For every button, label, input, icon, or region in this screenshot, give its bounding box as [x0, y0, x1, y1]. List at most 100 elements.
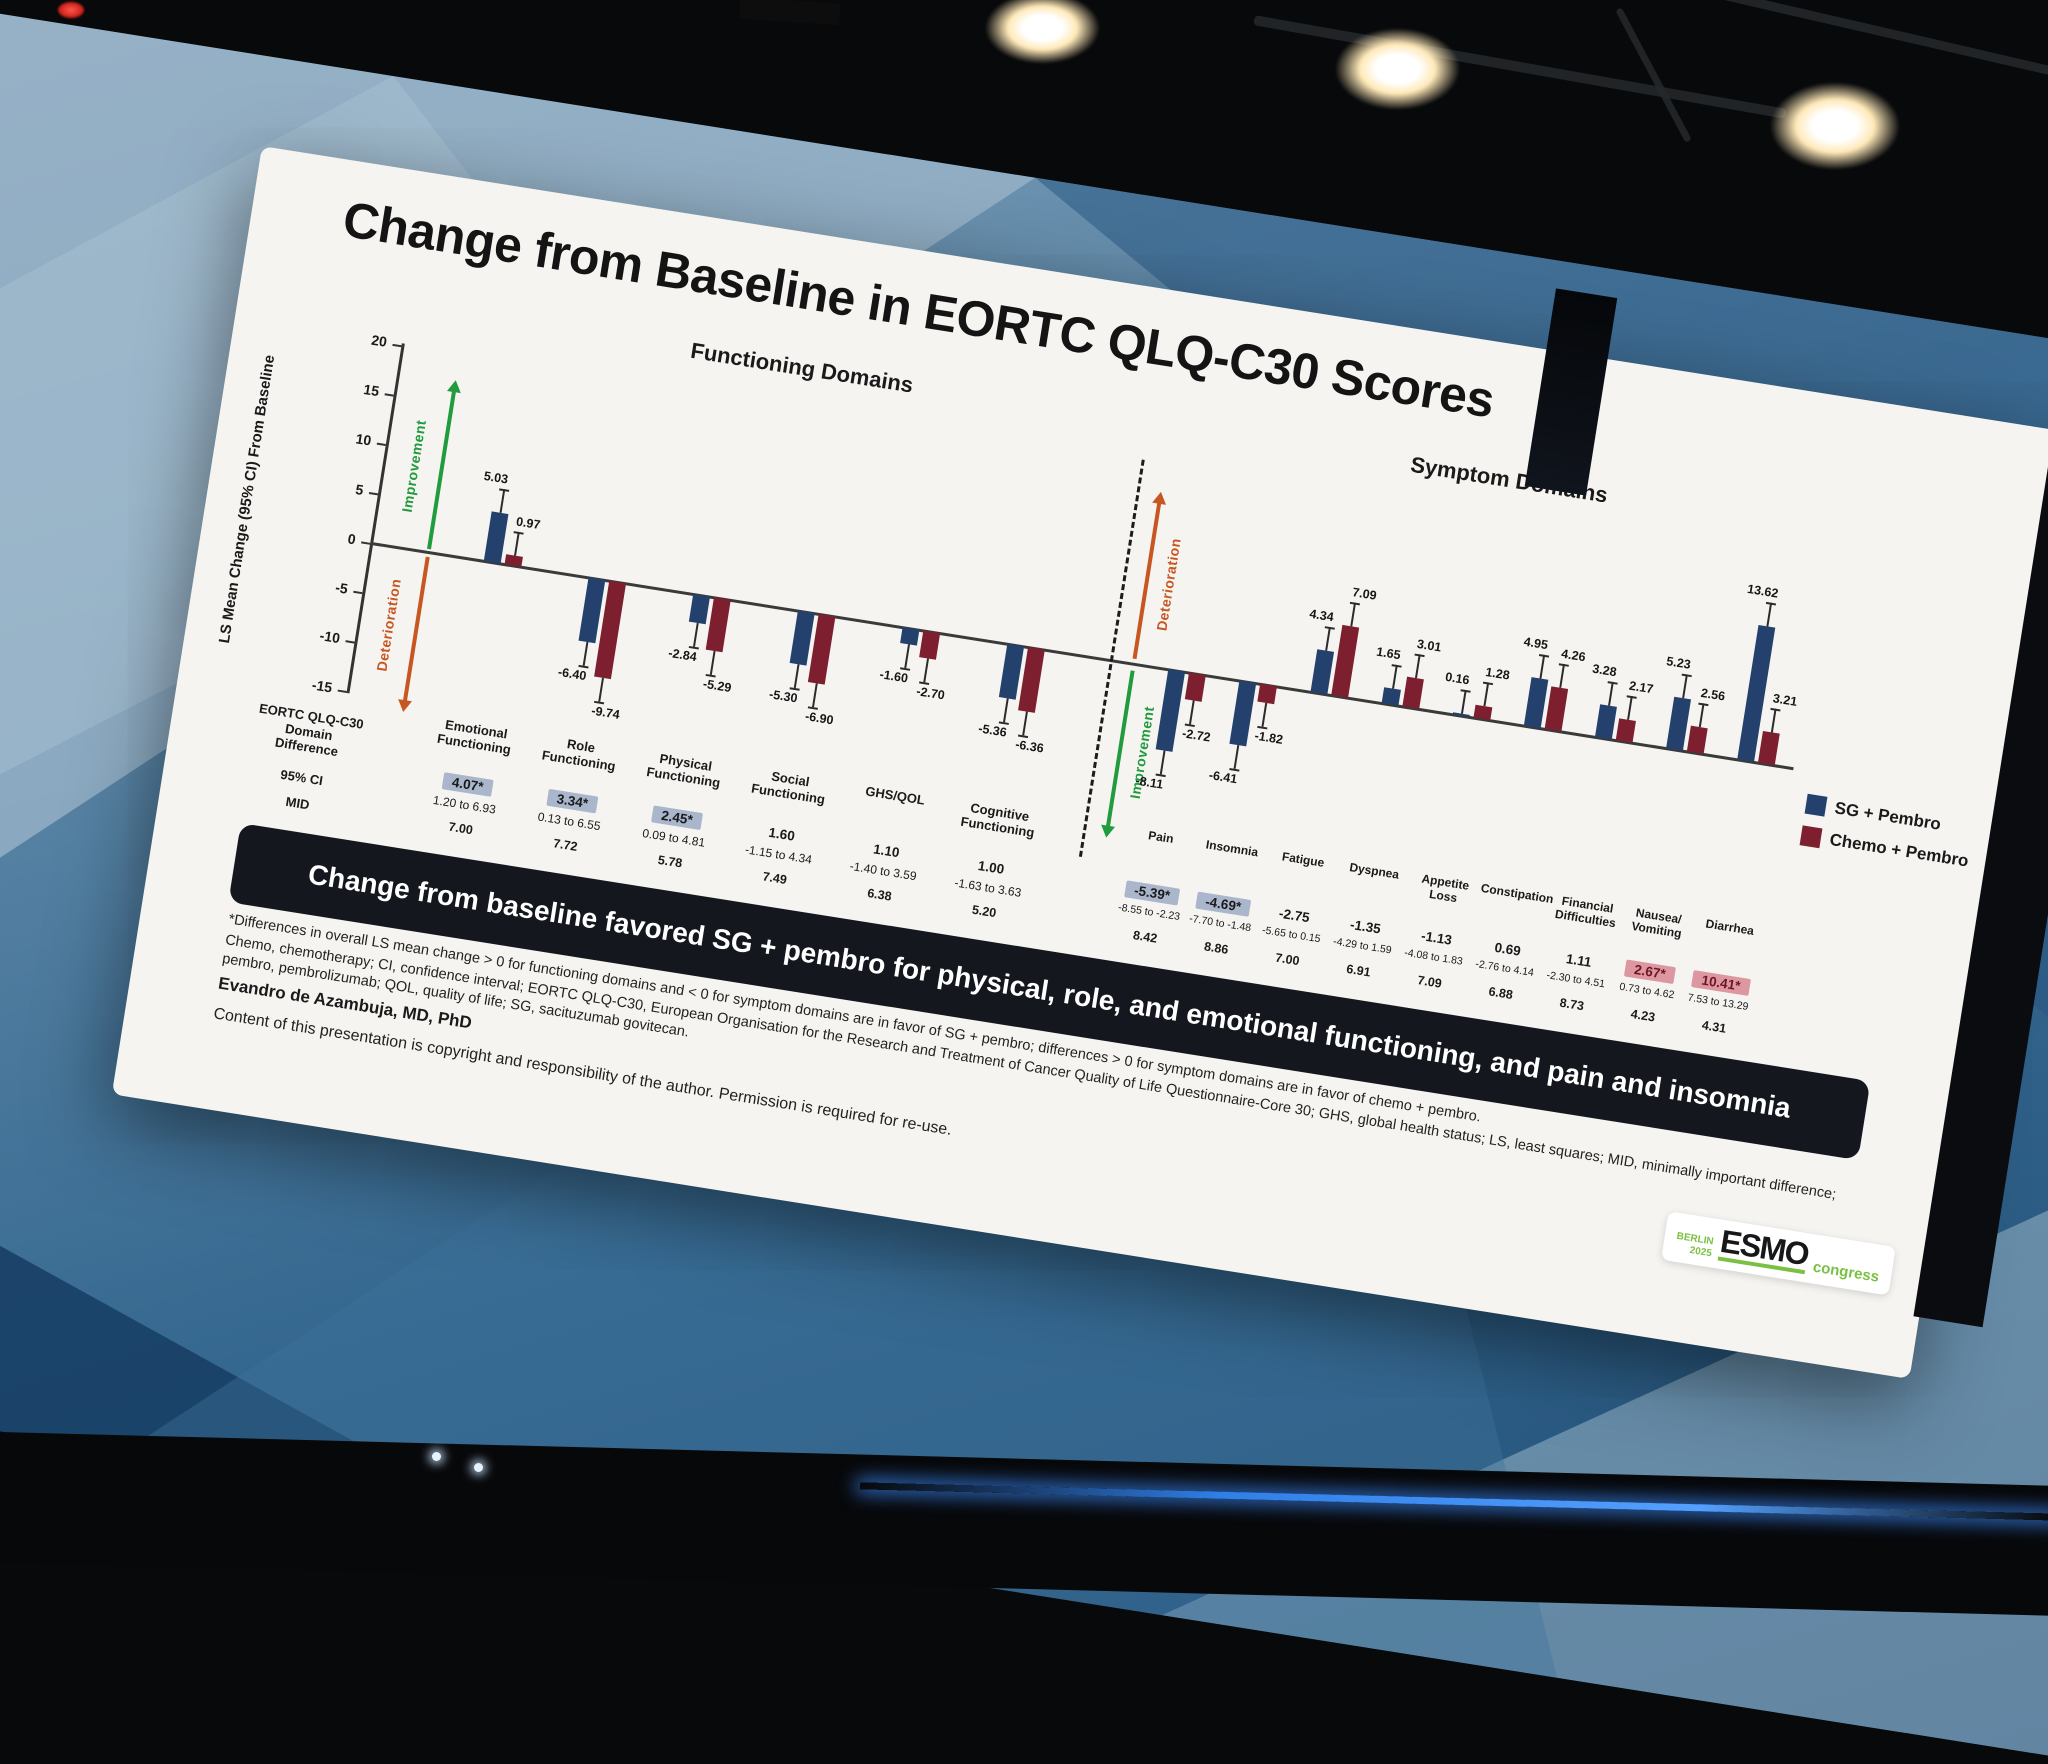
ci-whisker: [1460, 690, 1467, 715]
ci-whisker: [1698, 703, 1705, 728]
legend-label: SG + Pembro: [1833, 798, 1943, 834]
difference-value: 0.69: [1493, 939, 1522, 959]
y-tick-mark: [368, 492, 379, 496]
domain-column: Emotional Functioning 4.07* 1.20 to 6.93 7.…: [406, 711, 531, 854]
stage-light: [985, 0, 1100, 64]
bar-sg-pembro: [900, 627, 920, 646]
y-tick-mark: [392, 343, 402, 348]
legend: SG + Pembro Chemo + Pembro: [1799, 793, 1975, 872]
bar-sg-pembro: [1523, 676, 1549, 729]
bar-chemo-pembro: [1331, 624, 1360, 698]
bar-chemo-pembro: [919, 630, 941, 660]
esmo-congress-logo: BERLIN 2025 ESMO congress: [1660, 1211, 1896, 1296]
bar-value-label: 4.34: [1308, 606, 1335, 624]
ci-whisker: [1261, 702, 1268, 728]
difference-value: 1.11: [1565, 950, 1593, 970]
floor-light: [474, 1463, 483, 1472]
y-tick-label: 15: [362, 380, 381, 400]
ci-whisker: [904, 644, 910, 669]
ci-whisker: [514, 532, 520, 557]
y-tick-label: -15: [310, 676, 334, 696]
bar-value-label: -6.36: [1014, 736, 1045, 756]
indicator-light: [58, 2, 84, 18]
ci-whisker: [1159, 750, 1166, 775]
bar-value-label: -8.11: [1134, 773, 1165, 792]
ci-whisker: [1392, 664, 1398, 689]
bar-chemo-pembro: [705, 597, 731, 653]
bar-chemo-pembro: [1615, 718, 1636, 743]
bar-value-label: 2.56: [1699, 686, 1727, 704]
bar-value-label: 0.97: [515, 514, 542, 533]
difference-value: -1.35: [1349, 916, 1382, 937]
stage-light: [1770, 82, 1900, 170]
bar-value-label: -5.29: [702, 676, 733, 695]
y-tick-label: 0: [346, 530, 357, 548]
bar-value-label: -2.70: [915, 684, 946, 703]
logo-location: BERLIN 2025: [1674, 1231, 1714, 1260]
bar-sg-pembro: [1310, 648, 1335, 695]
y-tick-mark: [361, 541, 371, 545]
domain-column: Cognitive Functioning 1.00 -1.63 to 3.63 5.…: [929, 793, 1054, 936]
logo-suffix: congress: [1811, 1258, 1881, 1286]
difference-value: -2.75: [1278, 905, 1311, 925]
difference-value: 4.07*: [441, 771, 494, 797]
bar-value-label: 0.16: [1444, 670, 1471, 688]
ci-whisker: [812, 683, 818, 708]
bar-value-label: 3.28: [1591, 661, 1618, 680]
ci-whisker: [1415, 654, 1421, 679]
difference-value: 1.00: [977, 857, 1006, 877]
bar-chemo-pembro: [1757, 730, 1780, 766]
bar-value-label: 3.21: [1771, 691, 1799, 709]
floor-light: [432, 1452, 441, 1461]
bar-chemo-pembro: [1402, 676, 1424, 709]
y-tick-mark: [353, 590, 363, 595]
y-tick-mark: [345, 640, 355, 644]
ci-whisker: [1188, 700, 1195, 725]
difference-value: 1.60: [767, 824, 796, 844]
legend-swatch: [1804, 793, 1828, 817]
ci-whisker: [923, 658, 930, 683]
bar-value-label: -2.72: [1181, 726, 1212, 745]
y-tick-label: -10: [318, 627, 342, 647]
bar-sg-pembro: [688, 593, 711, 625]
difference-value: -4.69*: [1195, 891, 1252, 917]
logo-name: ESMO: [1717, 1223, 1811, 1275]
stage-light: [1335, 28, 1460, 110]
bar-chemo-pembro: [1257, 683, 1277, 705]
difference-value: 2.67*: [1624, 959, 1676, 984]
bar-chemo-pembro: [504, 554, 523, 567]
bar-value-label: -1.82: [1253, 728, 1284, 748]
difference-value: 10.41*: [1691, 969, 1751, 996]
bar-value-label: 13.62: [1746, 581, 1780, 601]
bar-value-label: -9.74: [590, 703, 621, 723]
ci-whisker: [692, 623, 699, 648]
bar-value-label: 4.26: [1560, 646, 1587, 665]
difference-value: -5.39*: [1124, 879, 1181, 906]
bar-sg-pembro: [1594, 704, 1617, 740]
light-fixture: [739, 0, 841, 26]
ci-whisker: [582, 641, 589, 666]
y-tick-mark: [337, 689, 347, 693]
ceiling-truss: [1253, 15, 1787, 119]
bar-chemo-pembro: [1184, 672, 1206, 703]
ci-whisker: [598, 678, 604, 703]
ci-whisker: [709, 650, 716, 675]
bar-value-label: 7.09: [1351, 585, 1378, 603]
y-tick-label: 5: [354, 480, 365, 499]
bar-value-label: 1.65: [1375, 644, 1402, 662]
bar-chemo-pembro: [1473, 704, 1493, 721]
difference-value: 2.45*: [651, 804, 703, 830]
ci-whisker: [1770, 708, 1777, 733]
bar-value-label: -6.40: [557, 664, 588, 684]
y-tick-label: -5: [334, 579, 350, 597]
ci-whisker: [1325, 626, 1331, 651]
bar-value-label: 3.01: [1416, 636, 1443, 655]
difference-value: -1.13: [1420, 927, 1454, 948]
domain-column: Social Functioning 1.60 -1.15 to 4.34 7.49: [720, 760, 845, 903]
row-label-difference: EORTC QLQ-C30 Domain Difference: [258, 700, 365, 760]
bar-value-label: 2.17: [1628, 678, 1655, 697]
y-tick-label: 10: [354, 430, 373, 449]
domain-column: GHS/QOL 1.10 -1.40 to 3.59 6.38: [824, 777, 949, 920]
ceiling-truss: [1615, 7, 1692, 143]
bar-value-label: -6.90: [804, 709, 835, 728]
